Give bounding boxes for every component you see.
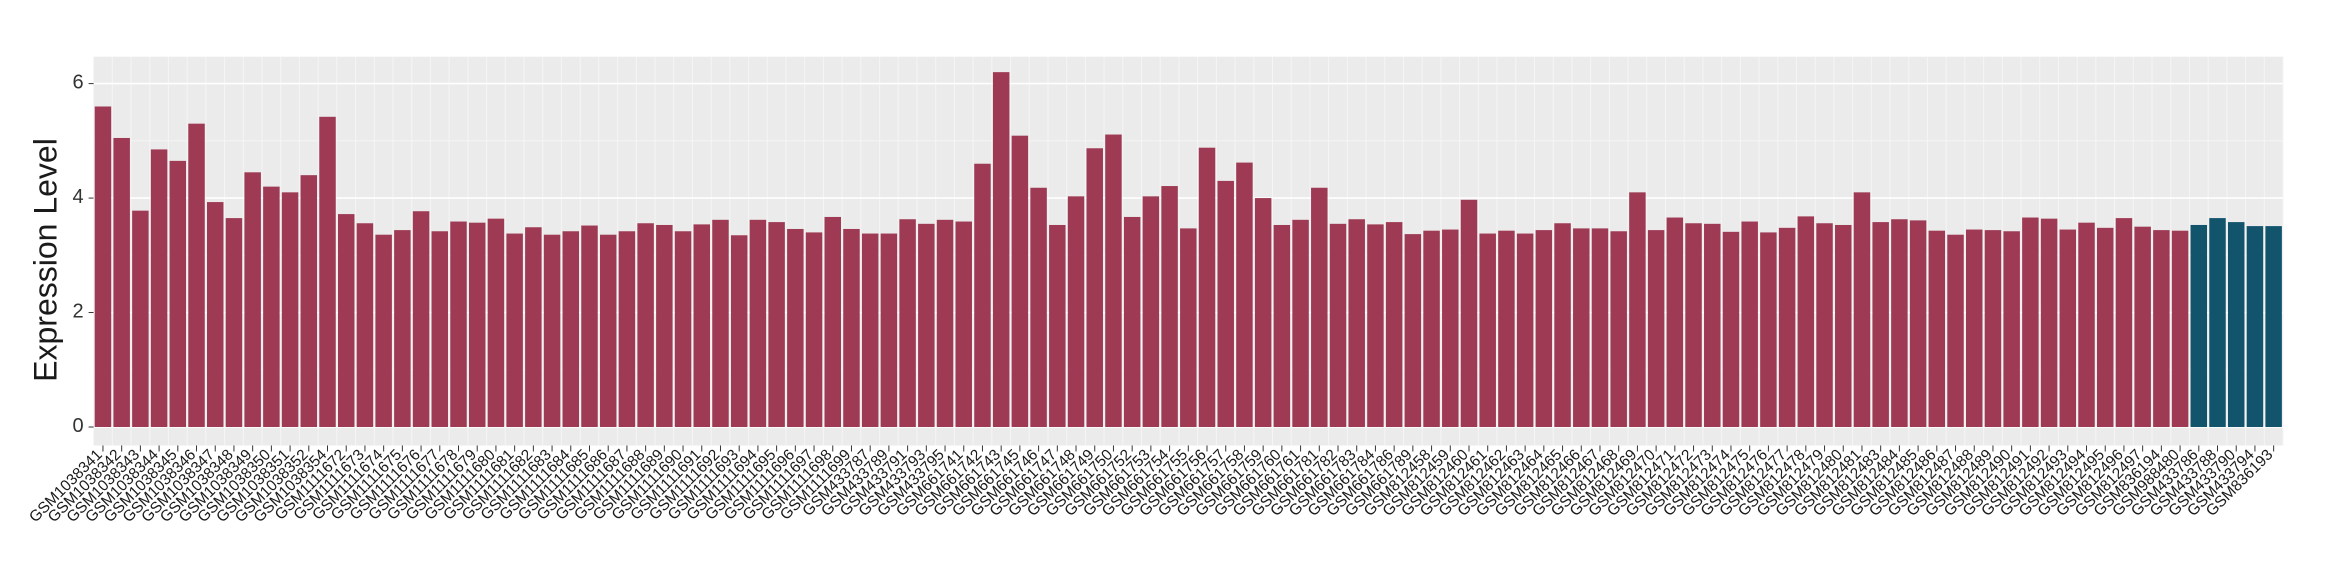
svg-text:6: 6 [72,72,83,94]
svg-text:4: 4 [72,186,83,208]
svg-text:2: 2 [72,301,83,323]
svg-text:0: 0 [72,415,83,437]
